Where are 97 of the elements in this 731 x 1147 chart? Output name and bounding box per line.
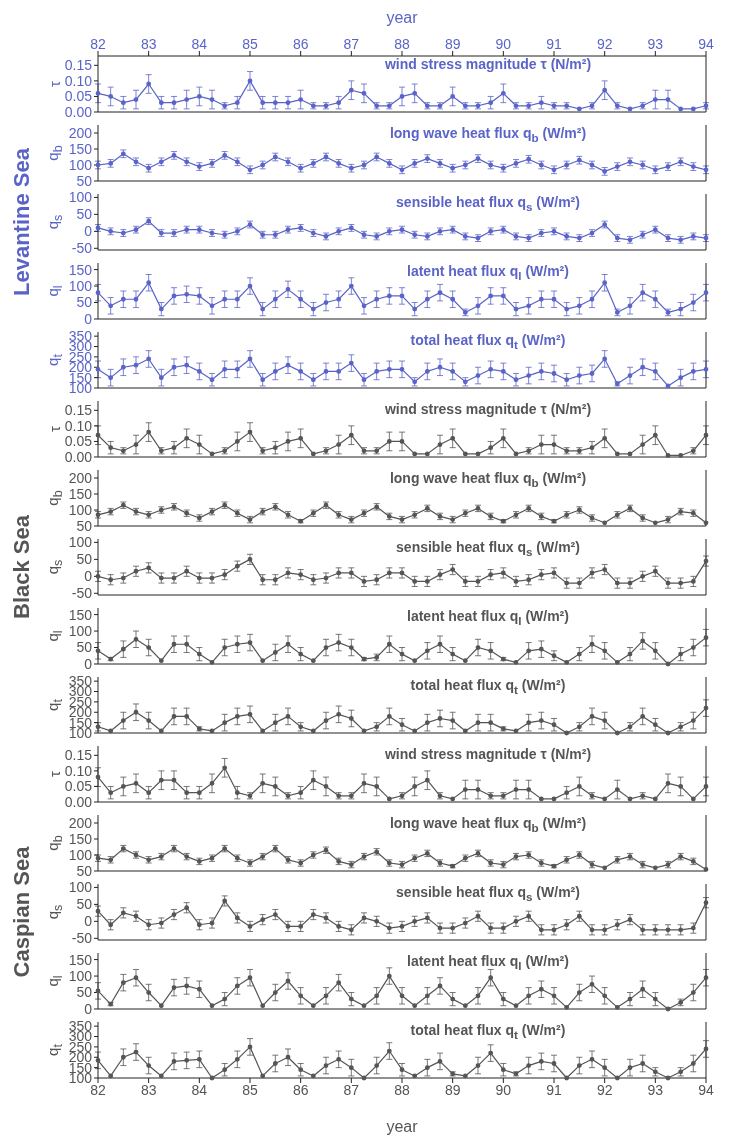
y-tick-label: -50 [71, 585, 93, 602]
x2-tick-label: 94 [698, 36, 714, 52]
y-tick-label: -50 [71, 930, 93, 947]
x2-tick-label: 89 [444, 36, 461, 52]
y-tick-label: 100 [68, 968, 93, 985]
y-axis-title: τ [45, 426, 63, 432]
x-tick-label: 83 [140, 1081, 157, 1098]
x-tick-label: 92 [596, 1081, 613, 1098]
y-tick-label: 100 [68, 189, 93, 206]
y-tick-label: 200 [68, 814, 93, 831]
chart-title: wind stress magnitude τ (N/m²) [383, 401, 593, 417]
y-tick-label: 50 [76, 294, 93, 311]
chart-title: wind stress magnitude τ (N/m²) [383, 56, 593, 72]
y-tick-label: -50 [71, 240, 93, 257]
chart-title: latent heat flux q$_{l}$ (W/m²) [406, 953, 570, 974]
y-tick-label: 0 [84, 1000, 93, 1017]
chart-title: total heat flux q$_{t}$ (W/m²) [409, 332, 567, 353]
y-tick-label: 0.05 [64, 88, 93, 105]
chart-title: latent heat flux q$_{l}$ (W/m²) [406, 263, 570, 284]
text: Black Sea [9, 515, 35, 619]
y-tick-label: 50 [76, 639, 93, 656]
y-tick-label: 50 [76, 984, 93, 1001]
y-tick-label: 0.15 [64, 747, 93, 764]
y-tick-label: 0.00 [64, 103, 93, 120]
x-tick-label: 86 [292, 1081, 309, 1098]
y-tick-label: 0.00 [64, 448, 93, 465]
y-tick-label: 150 [68, 261, 93, 278]
y-tick-label: 50 [76, 206, 93, 223]
y-axis-title: τ [45, 81, 63, 87]
x2-tick-label: 92 [596, 36, 613, 52]
x2-tick-label: 87 [343, 36, 360, 52]
x-tick-label: 84 [191, 1081, 208, 1098]
x-tick-label: 93 [647, 1081, 664, 1098]
x-tick-label: 88 [394, 1081, 410, 1098]
x-tick-label: 85 [242, 1081, 258, 1098]
y-tick-label: 100 [68, 534, 93, 551]
y-tick-label: 150 [68, 485, 93, 502]
y-tick-label: 150 [68, 140, 93, 157]
x2-tick-label: 88 [394, 36, 410, 52]
x2-tick-label: 86 [292, 36, 309, 52]
x2-axis-title: year [386, 9, 419, 27]
y-tick-label: 0 [84, 655, 93, 672]
y-tick-label: 0.10 [64, 762, 93, 779]
y-tick-label: 0 [84, 310, 93, 327]
x2-tick-label: 82 [90, 36, 106, 52]
chart-title: long wave heat flux q$_{b}$ (W/m²) [388, 470, 588, 491]
y-tick-label: 50 [76, 551, 93, 568]
y-tick-label: 0.05 [64, 433, 93, 450]
chart-title: total heat flux q$_{t}$ (W/m²) [409, 1022, 567, 1043]
x-tick-label: 82 [90, 1081, 106, 1098]
y-tick-label: 100 [68, 846, 93, 863]
y-tick-label: 0 [84, 568, 93, 585]
x-axis-title: year [386, 1118, 419, 1135]
y-tick-label: 150 [68, 606, 93, 623]
y-tick-label: 0.15 [64, 57, 93, 74]
chart-title: long wave heat flux q$_{b}$ (W/m²) [388, 815, 588, 836]
y-tick-label: 100 [68, 156, 93, 173]
chart-title: latent heat flux q$_{l}$ (W/m²) [406, 608, 570, 629]
chart-title: wind stress magnitude τ (N/m²) [383, 746, 593, 762]
chart-title: sensible heat flux q$_{s}$ (W/m²) [395, 539, 581, 560]
x2-tick-label: 84 [191, 36, 208, 52]
y-tick-label: 200 [68, 124, 93, 141]
y-tick-label: 0 [84, 223, 93, 240]
y-tick-label: 100 [68, 501, 93, 518]
y-tick-label: 150 [68, 830, 93, 847]
y-tick-label: 50 [76, 862, 93, 879]
chart-title: total heat flux q$_{t}$ (W/m²) [409, 677, 567, 698]
text: Levantine Sea [9, 148, 35, 296]
y-tick-label: 50 [76, 517, 93, 534]
y-tick-label: 150 [68, 951, 93, 968]
x-tick-label: 87 [343, 1081, 360, 1098]
x2-tick-label: 93 [647, 36, 664, 52]
x2-tick-label: 90 [495, 36, 512, 52]
x-tick-label: 91 [546, 1081, 562, 1098]
y-tick-label: 0.05 [64, 778, 93, 795]
y-tick-label: 0.10 [64, 417, 93, 434]
y-tick-label: 100 [68, 879, 93, 896]
x2-tick-label: 83 [140, 36, 157, 52]
x2-tick-label: 85 [242, 36, 258, 52]
y-axis-title: τ [45, 771, 63, 777]
y-tick-label: 100 [68, 278, 93, 295]
y-tick-label: 50 [76, 172, 93, 189]
y-tick-label: 0 [84, 913, 93, 930]
y-tick-label: 0.00 [64, 793, 93, 810]
chart-title: sensible heat flux q$_{s}$ (W/m²) [395, 884, 581, 905]
x-tick-label: 90 [495, 1081, 512, 1098]
y-tick-label: 100 [68, 623, 93, 640]
x-tick-label: 94 [698, 1081, 714, 1098]
x2-tick-label: 91 [546, 36, 562, 52]
text: Caspian Sea [9, 846, 35, 978]
chart-title: long wave heat flux q$_{b}$ (W/m²) [388, 125, 588, 146]
y-tick-label: 50 [76, 896, 93, 913]
y-tick-label: 0.15 [64, 402, 93, 419]
y-tick-label: 200 [68, 469, 93, 486]
x-tick-label: 89 [444, 1081, 461, 1098]
y-tick-label: 0.10 [64, 72, 93, 89]
chart-title: sensible heat flux q$_{s}$ (W/m²) [395, 194, 581, 215]
